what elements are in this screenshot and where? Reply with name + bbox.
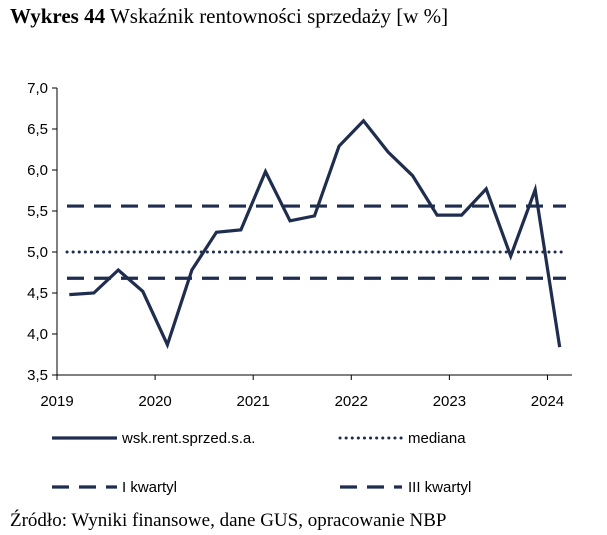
- y-tick-label: 5,5: [27, 203, 48, 220]
- x-tick-label: 2020: [138, 393, 171, 410]
- x-tick-label: 2021: [237, 393, 270, 410]
- legend-label: III kwartyl: [408, 479, 471, 496]
- x-tick-label: 2023: [433, 393, 466, 410]
- chart-number: Wykres 44: [10, 4, 106, 28]
- legend-label: mediana: [408, 430, 466, 447]
- y-tick-label: 4,0: [27, 326, 48, 343]
- y-tick-label: 4,5: [27, 285, 48, 302]
- chart-title: Wykres 44 Wskaźnik rentowności sprzedaży…: [10, 4, 448, 29]
- y-tick-label: 6,5: [27, 121, 48, 138]
- y-tick-label: 3,5: [27, 367, 48, 384]
- series-line-0: [69, 118, 562, 350]
- legend-label: wsk.rent.sprzed.s.a.: [121, 430, 255, 447]
- x-tick-label: 2024: [531, 393, 564, 410]
- y-tick-label: 5,0: [27, 244, 48, 261]
- x-tick-label: 2022: [335, 393, 368, 410]
- source-note: Źródło: Wyniki finansowe, dane GUS, opra…: [10, 510, 447, 531]
- x-tick-label: 2019: [40, 393, 73, 410]
- legend-label: I kwartyl: [122, 479, 177, 496]
- y-tick-label: 6,0: [27, 162, 48, 179]
- y-tick-label: 7,0: [27, 80, 48, 97]
- chart-title-text: Wskaźnik rentowności sprzedaży [w %]: [109, 4, 449, 28]
